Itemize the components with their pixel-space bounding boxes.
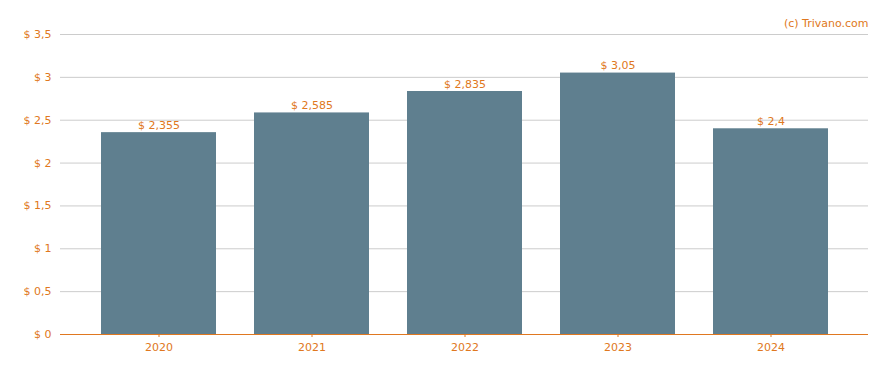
svg-text:$ 2: $ 2 <box>34 157 52 170</box>
svg-text:2020: 2020 <box>145 341 173 354</box>
svg-text:$ 2,5: $ 2,5 <box>24 114 52 127</box>
svg-text:$ 2,835: $ 2,835 <box>444 78 486 91</box>
svg-text:$ 1,5: $ 1,5 <box>24 199 52 212</box>
svg-text:$ 0: $ 0 <box>34 328 52 341</box>
svg-text:$ 3: $ 3 <box>34 71 52 84</box>
svg-text:$ 2,355: $ 2,355 <box>138 119 180 132</box>
svg-text:(c) Trivano.com: (c) Trivano.com <box>784 17 869 30</box>
svg-text:2023: 2023 <box>604 341 632 354</box>
svg-text:$ 2,4: $ 2,4 <box>757 115 785 128</box>
svg-text:2021: 2021 <box>298 341 326 354</box>
svg-text:2022: 2022 <box>451 341 479 354</box>
svg-text:$ 2,585: $ 2,585 <box>291 99 333 112</box>
svg-text:$ 0,5: $ 0,5 <box>24 285 52 298</box>
svg-text:$ 1: $ 1 <box>34 242 52 255</box>
svg-text:$ 3,5: $ 3,5 <box>24 28 52 41</box>
svg-text:2024: 2024 <box>757 341 785 354</box>
svg-text:$ 3,05: $ 3,05 <box>601 59 636 72</box>
